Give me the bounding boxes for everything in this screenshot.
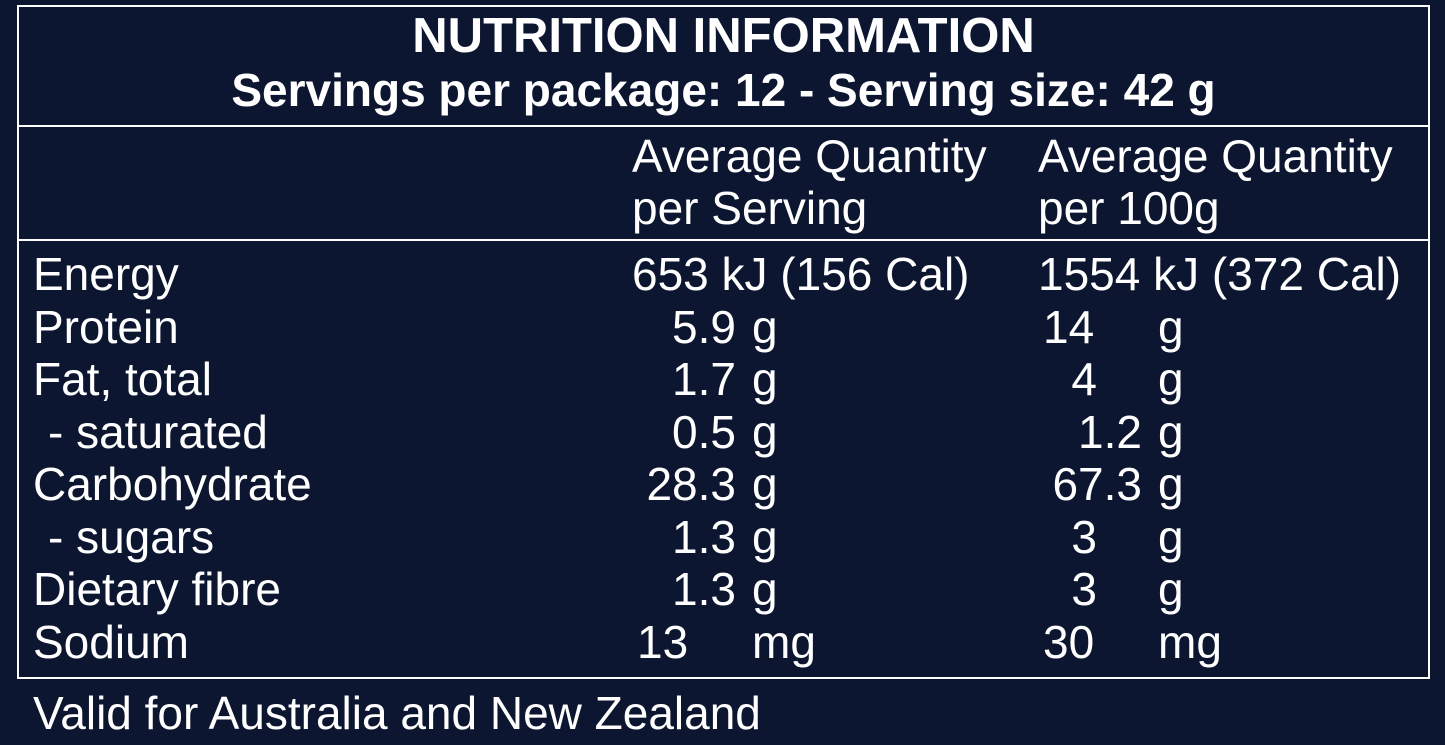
validity-note: Valid for Australia and New Zealand: [33, 687, 761, 739]
nutrient-name: - saturated: [48, 405, 268, 458]
serving-value: 13: [637, 615, 689, 668]
nutrient-name: Protein: [33, 300, 179, 353]
per100-unit: g: [1158, 563, 1184, 615]
column-header-per-100g-line1: Average Quantity: [1038, 130, 1393, 182]
column-header-per-serving-line2: per Serving: [632, 182, 868, 234]
per100-unit: g: [1158, 353, 1184, 405]
serving-value: 1.3: [672, 563, 736, 615]
nutrient-name: Carbohydrate: [33, 458, 312, 510]
per100-value: 4: [1071, 353, 1097, 405]
serving-unit: g: [752, 563, 778, 615]
title-block: NUTRITION INFORMATION Servings per packa…: [19, 7, 1428, 115]
nutrient-name: Dietary fibre: [33, 563, 281, 615]
serving-unit: g: [752, 405, 778, 458]
table-row-protein: Protein 5.9 g 14 g: [0, 301, 1445, 354]
serving-value: 653 kJ (156 Cal): [632, 248, 970, 300]
per100-value: 3: [1071, 563, 1097, 615]
table-row-saturated: - saturated 0.5 g 1.2 g: [0, 406, 1445, 459]
per100-unit: g: [1158, 300, 1184, 353]
nutrient-name: Fat, total: [33, 353, 212, 405]
column-header-divider: [17, 239, 1430, 241]
header-divider: [17, 125, 1430, 127]
serving-value: 1.3: [672, 510, 736, 563]
nutrient-name: Sodium: [33, 615, 189, 668]
serving-value: 1.7: [672, 353, 736, 405]
nutrient-name: - sugars: [48, 510, 215, 563]
table-row-carbohydrate: Carbohydrate 28.3 g 67.3 g: [0, 458, 1445, 511]
table-row-dietary-fibre: Dietary fibre 1.3 g 3 g: [0, 563, 1445, 616]
table-row-fat-total: Fat, total 1.7 g 4 g: [0, 353, 1445, 406]
nutrient-rows: Energy 653 kJ (156 Cal) 1554 kJ (372 Cal…: [0, 248, 1445, 668]
per100-value: 30: [1043, 615, 1095, 668]
panel-title: NUTRITION INFORMATION: [412, 9, 1035, 63]
serving-value: 28.3: [646, 458, 736, 510]
serving-value: 0.5: [672, 405, 736, 458]
nutrient-name: Energy: [33, 248, 179, 300]
table-border: [17, 5, 1430, 679]
per100-unit: g: [1158, 510, 1184, 563]
serving-unit: mg: [752, 615, 816, 668]
serving-info: Servings per package: 12 - Serving size:…: [231, 64, 1216, 116]
per100-value: 3: [1071, 510, 1097, 563]
column-header-per-serving-line1: Average Quantity: [632, 130, 987, 182]
table-row-energy: Energy 653 kJ (156 Cal) 1554 kJ (372 Cal…: [0, 248, 1445, 301]
serving-unit: g: [752, 353, 778, 405]
serving-unit: g: [752, 510, 778, 563]
column-header-per-serving: Average Quantity per Serving: [632, 130, 987, 234]
per100-unit: g: [1158, 405, 1184, 458]
per100-unit: mg: [1158, 615, 1222, 668]
per100-unit: g: [1158, 458, 1184, 510]
column-header-per-100g: Average Quantity per 100g: [1038, 130, 1393, 234]
per100-value: 1554 kJ (372 Cal): [1038, 248, 1402, 300]
table-row-sugars: - sugars 1.3 g 3 g: [0, 511, 1445, 564]
per100-value: 14: [1043, 300, 1095, 353]
per100-value: 67.3: [1052, 458, 1142, 510]
serving-unit: g: [752, 300, 778, 353]
per100-value: 1.2: [1078, 405, 1142, 458]
column-header-per-100g-line2: per 100g: [1038, 182, 1220, 234]
serving-value: 5.9: [672, 300, 736, 353]
serving-unit: g: [752, 458, 778, 510]
table-row-sodium: Sodium 13 mg 30 mg: [0, 616, 1445, 669]
